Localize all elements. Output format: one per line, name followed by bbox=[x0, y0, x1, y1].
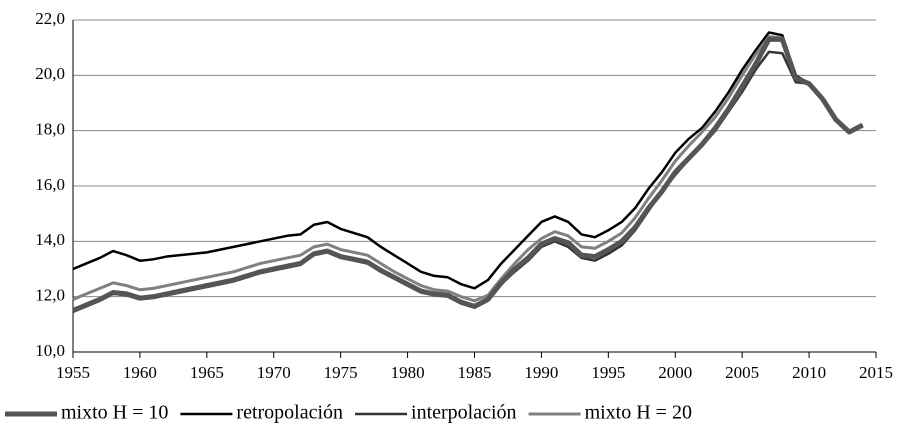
y-tick-label: 22,0 bbox=[35, 9, 65, 28]
y-tick-label: 18,0 bbox=[35, 120, 65, 139]
legend-label: mixto H = 20 bbox=[585, 402, 692, 424]
x-tick-label: 2005 bbox=[725, 363, 759, 382]
series-line bbox=[72, 50, 864, 314]
legend-label: mixto H = 10 bbox=[61, 402, 168, 424]
x-tick-label: 1990 bbox=[524, 363, 558, 382]
x-tick-label: 1995 bbox=[591, 363, 625, 382]
legend-label: retropolación bbox=[236, 402, 343, 424]
series-line bbox=[72, 31, 864, 290]
series-line bbox=[72, 36, 864, 313]
legend-label: interpolación bbox=[411, 402, 517, 424]
x-tick-label: 1985 bbox=[458, 363, 492, 382]
y-tick-label: 20,0 bbox=[35, 64, 65, 83]
y-tick-label: 14,0 bbox=[35, 230, 65, 249]
x-tick-label: 1970 bbox=[257, 363, 291, 382]
y-tick-label: 10,0 bbox=[35, 341, 65, 360]
y-tick-label: 12,0 bbox=[35, 286, 65, 305]
x-tick-label: 1955 bbox=[56, 363, 90, 382]
x-tick-label: 2015 bbox=[859, 363, 893, 382]
y-tick-label: 16,0 bbox=[35, 175, 65, 194]
x-tick-label: 1960 bbox=[123, 363, 157, 382]
series-line bbox=[72, 35, 864, 303]
x-tick-label: 2010 bbox=[792, 363, 826, 382]
x-tick-label: 2000 bbox=[658, 363, 692, 382]
x-tick-label: 1980 bbox=[391, 363, 425, 382]
x-tick-label: 1975 bbox=[324, 363, 358, 382]
x-tick-label: 1965 bbox=[190, 363, 224, 382]
